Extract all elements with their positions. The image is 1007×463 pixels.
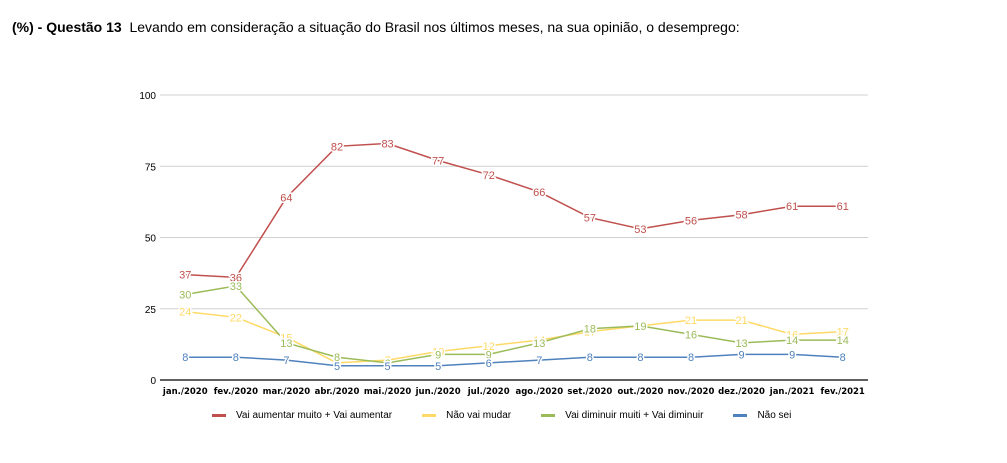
data-label: 8 [840, 352, 846, 364]
data-label: 24 [179, 307, 191, 319]
data-label: 22 [230, 312, 242, 324]
question-header: (%) - Questão 13 Levando em consideração… [12, 19, 740, 35]
data-label: 6 [334, 358, 340, 370]
data-label: 5 [385, 361, 391, 373]
data-label: 19 [634, 321, 646, 333]
data-label: 5 [435, 361, 441, 373]
legend-label: Não vai mudar [446, 410, 512, 421]
data-label: 14 [786, 335, 798, 347]
data-label: 8 [587, 352, 593, 364]
x-tick-label: ago./2020 [515, 387, 563, 397]
data-label: 5 [334, 361, 340, 373]
x-tick-label: jan./2021 [769, 387, 815, 397]
series-line-3 [185, 353, 843, 367]
legend-item: Vai aumentar muito + Vai aumentar [212, 410, 392, 421]
data-label: 7 [283, 355, 289, 367]
data-label: 9 [739, 349, 745, 361]
data-label: 14 [533, 335, 545, 347]
data-label: 13 [533, 338, 545, 350]
data-label: 9 [435, 349, 441, 361]
data-label: 15 [280, 332, 292, 344]
y-tick-label: 0 [150, 376, 156, 387]
x-tick-label: abr./2020 [315, 387, 360, 397]
data-label: 8 [182, 352, 188, 364]
data-label: 82 [331, 141, 343, 153]
data-label: 6 [486, 358, 492, 370]
series-line-1 [185, 310, 843, 364]
data-label: 9 [486, 349, 492, 361]
data-label: 8 [688, 352, 694, 364]
x-tick-label: mar./2020 [263, 387, 311, 397]
data-label: 53 [634, 224, 646, 236]
data-label: 7 [385, 355, 391, 367]
legend-item: Vai diminuir muiti + Vai diminuir [541, 410, 703, 421]
x-tick-label: jul./2020 [467, 387, 510, 397]
data-label: 8 [637, 352, 643, 364]
legend-item: Não sei [733, 410, 791, 421]
legend-item: Não vai mudar [422, 410, 511, 421]
y-tick-label: 100 [139, 91, 156, 102]
data-label: 13 [735, 338, 747, 350]
data-label: 19 [634, 321, 646, 333]
data-label: 8 [334, 352, 340, 364]
data-label: 8 [233, 352, 239, 364]
data-label: 66 [533, 187, 545, 199]
data-label: 13 [280, 338, 292, 350]
x-tick-label: out./2020 [617, 387, 663, 397]
data-label: 16 [685, 329, 697, 341]
data-label: 37 [179, 270, 191, 282]
legend-swatch [733, 414, 748, 417]
data-label: 21 [685, 315, 697, 327]
data-label: 6 [385, 358, 391, 370]
data-label: 61 [837, 201, 849, 213]
data-label: 30 [179, 290, 191, 302]
data-label: 64 [280, 193, 292, 205]
data-label: 18 [584, 324, 596, 336]
x-tick-label: jan./2020 [162, 387, 208, 397]
legend-label: Não sei [757, 410, 792, 421]
data-label: 12 [483, 341, 495, 353]
legend-label: Vai diminuir muiti + Vai diminuir [565, 410, 704, 421]
series-line-2 [185, 285, 843, 364]
data-label: 72 [483, 170, 495, 182]
chart-legend: Vai aumentar muito + Vai aumentar Não vai… [212, 410, 821, 421]
x-tick-label: fev./2021 [821, 387, 865, 397]
data-label: 58 [735, 210, 747, 222]
data-label: 7 [536, 355, 542, 367]
data-label: 9 [789, 349, 795, 361]
x-tick-label: set./2020 [567, 387, 612, 397]
legend-swatch [541, 414, 556, 417]
legend-swatch [212, 414, 226, 417]
y-tick-label: 25 [145, 305, 157, 316]
data-label: 77 [432, 156, 444, 168]
question-number: (%) - Questão 13 [12, 19, 122, 35]
data-label: 83 [381, 138, 393, 150]
x-tick-label: fev./2020 [214, 387, 258, 397]
series-line-0 [185, 142, 843, 279]
data-label: 56 [685, 215, 697, 227]
data-label: 17 [584, 327, 596, 339]
data-label: 36 [230, 272, 242, 284]
legend-label: Vai aumentar muito + Vai aumentar [236, 410, 393, 421]
x-tick-label: mai./2020 [364, 387, 412, 397]
question-text: Levando em consideração a situação do Br… [129, 19, 740, 35]
data-label: 10 [432, 347, 444, 359]
y-tick-label: 75 [145, 162, 157, 173]
x-tick-label: jun./2020 [415, 387, 461, 397]
y-tick-label: 50 [145, 234, 157, 245]
data-label: 57 [584, 213, 596, 225]
data-label: 17 [837, 327, 849, 339]
data-label: 16 [786, 329, 798, 341]
data-label: 14 [837, 335, 849, 347]
data-label: 33 [230, 281, 242, 293]
x-tick-label: nov./2020 [668, 387, 715, 397]
data-label: 21 [735, 315, 747, 327]
legend-swatch [422, 414, 437, 417]
data-label: 61 [786, 201, 798, 213]
x-tick-label: dez./2020 [718, 387, 765, 397]
